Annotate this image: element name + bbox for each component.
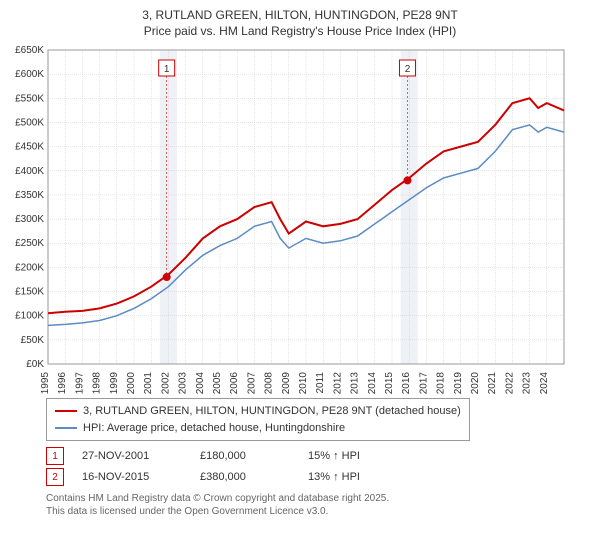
footer-line2: This data is licensed under the Open Gov… [46,505,592,518]
transaction-hpi: 13% ↑ HPI [308,471,360,483]
svg-text:£400K: £400K [15,166,44,177]
transactions-list: 1 27-NOV-2001 £180,000 15% ↑ HPI 2 16-NOV-201… [8,447,592,486]
chart-title: 3, RUTLAND GREEN, HILTON, HUNTINGDON, PE… [8,8,592,38]
legend-swatch-price [55,410,77,412]
svg-text:2009: 2009 [281,372,292,394]
title-line1: 3, RUTLAND GREEN, HILTON, HUNTINGDON, PE… [8,8,592,22]
transaction-price: £180,000 [200,450,290,462]
svg-text:2022: 2022 [504,372,515,394]
svg-text:£650K: £650K [15,45,44,56]
svg-text:£350K: £350K [15,190,44,201]
svg-text:£300K: £300K [15,214,44,225]
svg-text:2005: 2005 [212,372,223,394]
svg-text:1998: 1998 [92,372,103,394]
svg-text:£100K: £100K [15,311,44,322]
legend-label-hpi: HPI: Average price, detached house, Hunt… [83,420,345,437]
svg-text:2007: 2007 [246,372,257,394]
footer: Contains HM Land Registry data © Crown c… [46,492,592,518]
svg-text:£200K: £200K [15,262,44,273]
legend-row-2: HPI: Average price, detached house, Hunt… [55,420,461,437]
svg-text:2015: 2015 [384,372,395,394]
legend-label-price: 3, RUTLAND GREEN, HILTON, HUNTINGDON, PE… [83,403,461,420]
svg-text:2023: 2023 [522,372,533,394]
svg-text:2013: 2013 [350,372,361,394]
svg-text:2000: 2000 [126,372,137,394]
svg-text:2008: 2008 [264,372,275,394]
transaction-hpi: 15% ↑ HPI [308,450,360,462]
line-chart-svg: £0K £50K £100K £150K £200K £250K £300K £350K £40… [8,44,568,394]
transaction-price: £380,000 [200,471,290,483]
svg-text:2004: 2004 [195,372,206,394]
transaction-date: 16-NOV-2015 [82,471,182,483]
svg-text:£150K: £150K [15,287,44,298]
legend-row-1: 3, RUTLAND GREEN, HILTON, HUNTINGDON, PE… [55,403,461,420]
svg-text:2006: 2006 [229,372,240,394]
footer-line1: Contains HM Land Registry data © Crown c… [46,492,592,505]
legend-swatch-hpi [55,427,77,429]
title-line2: Price paid vs. HM Land Registry's House … [8,24,592,38]
transaction-row: 1 27-NOV-2001 £180,000 15% ↑ HPI [46,447,592,465]
svg-text:£550K: £550K [15,93,44,104]
svg-text:2011: 2011 [315,372,326,394]
transaction-marker: 1 [46,447,64,465]
svg-text:2021: 2021 [487,372,498,394]
svg-text:£50K: £50K [21,335,45,346]
svg-text:2003: 2003 [178,372,189,394]
svg-text:1: 1 [164,64,170,75]
svg-text:2012: 2012 [332,372,343,394]
svg-text:2017: 2017 [418,372,429,394]
svg-text:2016: 2016 [401,372,412,394]
svg-text:1996: 1996 [57,372,68,394]
svg-text:2: 2 [405,64,411,75]
svg-text:2024: 2024 [539,372,550,394]
svg-text:£500K: £500K [15,117,44,128]
svg-text:2014: 2014 [367,372,378,394]
svg-text:1995: 1995 [40,372,51,394]
svg-text:£600K: £600K [15,69,44,80]
svg-text:2002: 2002 [160,372,171,394]
svg-text:£250K: £250K [15,238,44,249]
legend: 3, RUTLAND GREEN, HILTON, HUNTINGDON, PE… [46,398,470,441]
svg-text:2001: 2001 [143,372,154,394]
transaction-date: 27-NOV-2001 [82,450,182,462]
transaction-row: 2 16-NOV-2015 £380,000 13% ↑ HPI [46,468,592,486]
svg-text:1999: 1999 [109,372,120,394]
svg-text:£0K: £0K [26,359,44,370]
transaction-marker: 2 [46,468,64,486]
svg-text:1997: 1997 [74,372,85,394]
svg-text:2020: 2020 [470,372,481,394]
svg-text:£450K: £450K [15,142,44,153]
svg-text:2018: 2018 [436,372,447,394]
svg-text:2019: 2019 [453,372,464,394]
chart-area: £0K £50K £100K £150K £200K £250K £300K £350K £40… [8,44,592,394]
svg-text:2010: 2010 [298,372,309,394]
